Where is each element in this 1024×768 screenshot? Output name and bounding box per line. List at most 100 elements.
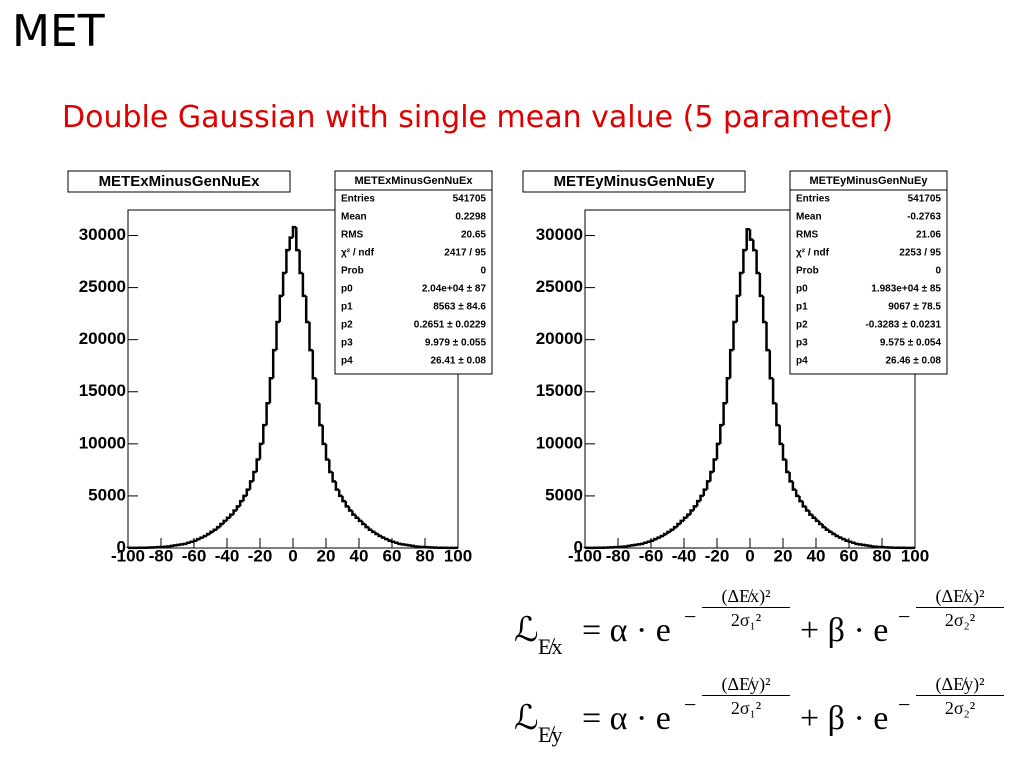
x-tick-label: -80 [606, 546, 631, 565]
histogram-bin [192, 539, 198, 542]
histogram-bin [390, 540, 396, 543]
histogram-bin [821, 524, 826, 529]
stats-label: Mean [796, 212, 822, 223]
y-tick-label: 0 [117, 537, 126, 556]
histogram-bin [331, 471, 336, 483]
histogram-bin [761, 295, 767, 324]
histogram-bin [370, 529, 376, 534]
stats-value: 8563 ± 84.6 [433, 302, 486, 313]
stats-label: p4 [796, 356, 808, 367]
histogram-bin [314, 378, 320, 405]
histogram-bin [689, 509, 694, 515]
histogram-bin [857, 543, 863, 546]
histogram-bin [169, 544, 175, 548]
histogram-bin [255, 458, 260, 472]
x-tick-label: 60 [383, 546, 402, 565]
histogram-bin [682, 516, 688, 521]
histogram-bin [403, 543, 409, 547]
stats-box [334, 170, 493, 375]
histogram-bin [666, 530, 671, 534]
x-tick-label: 20 [317, 546, 336, 565]
stats-value: 9067 ± 78.5 [888, 302, 941, 313]
stats-value: -0.2763 [907, 212, 941, 223]
histogram-bin [712, 458, 717, 472]
y-tick-label: 0 [574, 537, 583, 556]
stats-value: 20.65 [461, 230, 486, 241]
y-tick-label: 30000 [536, 225, 583, 244]
histogram-bin [400, 543, 406, 546]
histogram-bin [801, 501, 807, 508]
histogram-bin [653, 537, 658, 541]
stats-value: 9.979 ± 0.055 [425, 338, 487, 349]
formula-minus: − [898, 604, 911, 629]
histogram-bin [649, 539, 655, 542]
histogram-bin [258, 442, 264, 460]
histogram-bin [728, 348, 734, 379]
y-tick-label: 20000 [79, 329, 126, 348]
histogram-bin [837, 536, 843, 539]
histogram-bin [646, 540, 651, 543]
histogram-bin [374, 531, 379, 536]
stats-label: Entries [341, 194, 375, 205]
histogram-bin [672, 525, 678, 530]
histogram-bin [268, 376, 274, 404]
histogram-bin [748, 229, 754, 241]
histogram-bin [271, 348, 277, 379]
slide-title: MET [12, 6, 105, 57]
formula-lhs: ℒ [514, 700, 539, 737]
histogram-bin [676, 522, 681, 528]
histogram-bin [722, 401, 727, 426]
histogram-bin [656, 536, 661, 540]
histogram-bin [242, 494, 247, 502]
histogram-bin [735, 294, 741, 322]
histogram-bin [725, 376, 731, 404]
x-tick-label: -40 [215, 546, 240, 565]
formula-sub: E̸y [538, 722, 563, 747]
histogram-bin [669, 528, 675, 532]
formula-eq: = α · e [582, 612, 671, 649]
formula-minus: − [898, 692, 911, 717]
histogram-bin [781, 443, 787, 461]
histogram-bin [719, 423, 724, 444]
histogram-bin [768, 350, 774, 380]
formula-num: (ΔE̸y)² [916, 674, 1004, 696]
histogram-bin [384, 537, 389, 541]
histogram-bin [262, 423, 267, 444]
y-tick-label: 5000 [545, 485, 583, 504]
x-tick-label: -100 [111, 546, 145, 565]
histogram-bin [659, 534, 665, 538]
histogram-bin [301, 273, 307, 298]
histogram-bin [791, 481, 797, 491]
x-tick-label: -20 [705, 546, 730, 565]
histogram-bin [643, 541, 648, 545]
stats-box [789, 170, 948, 375]
stats-value: 541705 [453, 194, 487, 205]
histogram-bin [225, 516, 231, 521]
x-tick-label: -60 [639, 546, 664, 565]
histogram-bin [771, 378, 777, 405]
histogram-bin [811, 514, 816, 520]
histogram-bin [699, 494, 704, 502]
stats-label: p0 [796, 284, 808, 295]
formula-lhs: ℒ [514, 612, 539, 649]
y-tick-label: 25000 [536, 277, 583, 296]
y-tick-label: 5000 [88, 485, 126, 504]
histogram-bin [215, 525, 221, 530]
histogram-bin [758, 273, 764, 298]
chart-title: METEyMinusGenNuEy [554, 173, 716, 190]
histogram-bin [281, 271, 287, 296]
histogram-bin [304, 295, 310, 324]
x-tick-label: 100 [901, 546, 929, 565]
histogram-bin [738, 271, 744, 296]
histogram-bin [709, 470, 714, 482]
formula-sub: E̸x [538, 634, 563, 659]
stats-label: p2 [796, 320, 808, 331]
histogram-bin [752, 239, 757, 252]
x-tick-label: 40 [350, 546, 369, 565]
histogram-bin [238, 499, 244, 507]
stats-label: RMS [341, 230, 364, 241]
stats-label: Prob [341, 266, 364, 277]
title-box [522, 170, 746, 193]
stats-value: -0.3283 ± 0.0231 [865, 320, 941, 331]
